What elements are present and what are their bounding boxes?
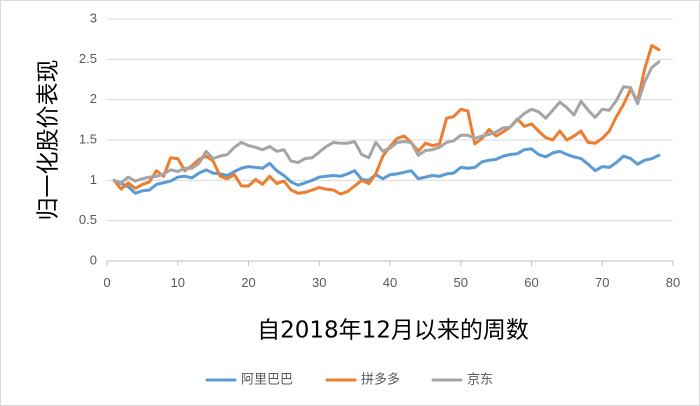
series-lines <box>112 44 661 196</box>
y-tick-label: 0 <box>90 252 97 267</box>
legend-label-3: 京东 <box>467 373 493 388</box>
series-line-2 <box>112 44 661 196</box>
y-tick-label: 1.5 <box>79 131 97 146</box>
y-axis-title: 归一化股价表现 <box>36 60 62 221</box>
x-tick-label: 0 <box>103 275 110 290</box>
y-tick-label: 1 <box>90 172 97 187</box>
gridlines <box>107 18 673 222</box>
y-tick-label: 0.5 <box>79 212 97 227</box>
x-axis-title: 自2018年12月以来的周数 <box>257 318 529 344</box>
x-tick-label: 20 <box>241 275 255 290</box>
y-tick-label: 3 <box>90 10 97 25</box>
series-line-3 <box>112 60 661 185</box>
legend: 阿里巴巴 拼多多 京东 <box>205 372 493 388</box>
x-tick-label: 60 <box>524 275 538 290</box>
x-tick-label: 50 <box>454 275 468 290</box>
x-tick-label: 10 <box>171 275 185 290</box>
series-line-1 <box>112 147 661 195</box>
x-tick-label: 30 <box>312 275 326 290</box>
x-tick-label: 40 <box>383 275 397 290</box>
y-tick-label: 2.5 <box>79 51 97 66</box>
tick-labels: 00.511.522.530 10 20 30 40 50 60 70 80 <box>79 10 680 290</box>
x-tick-label: 70 <box>595 275 609 290</box>
axes <box>106 260 674 266</box>
legend-label-1: 阿里巴巴 <box>241 373 293 388</box>
x-tick-label: 80 <box>666 275 680 290</box>
y-tick-label: 2 <box>90 91 97 106</box>
legend-label-2: 拼多多 <box>361 372 400 388</box>
